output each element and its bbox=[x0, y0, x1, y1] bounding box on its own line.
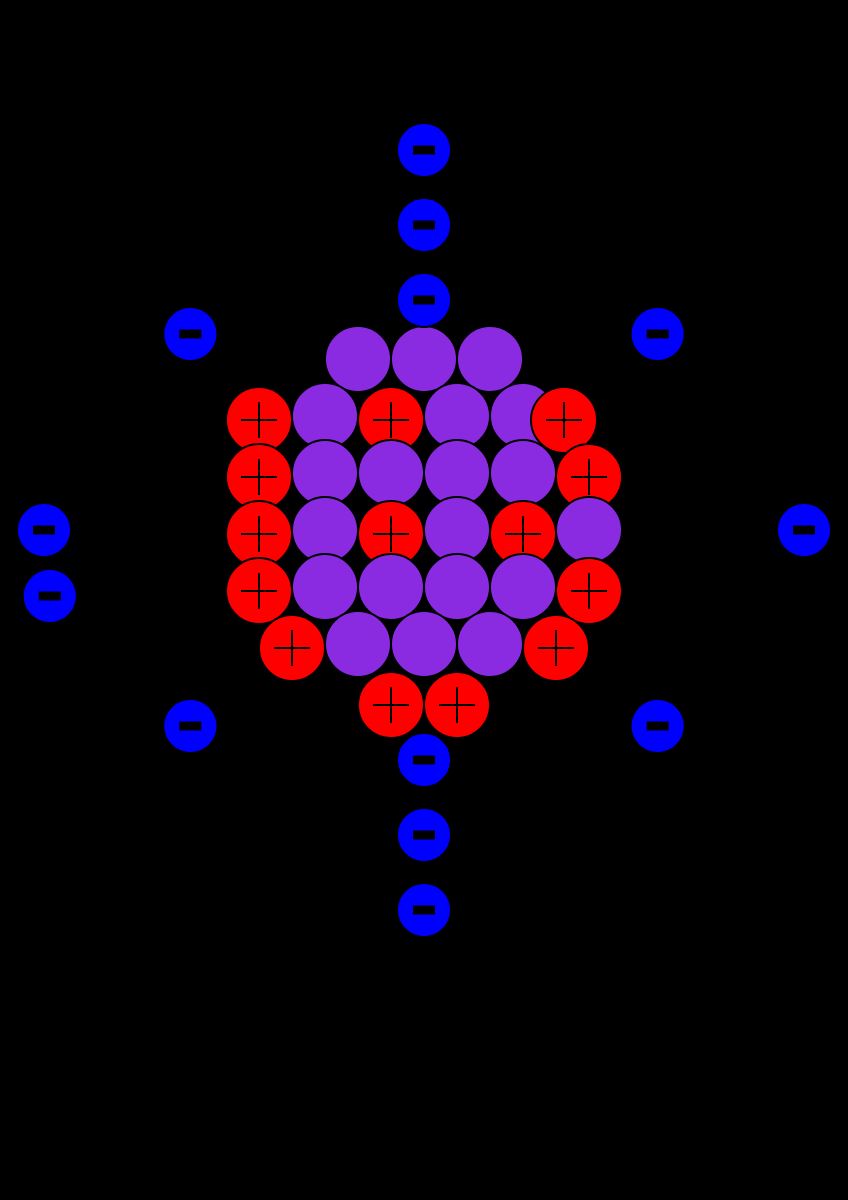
neutron bbox=[391, 326, 457, 392]
electron bbox=[163, 699, 217, 753]
neutron bbox=[556, 497, 622, 563]
neutron bbox=[391, 611, 457, 677]
electron bbox=[397, 733, 451, 787]
proton bbox=[358, 672, 424, 738]
proton bbox=[523, 615, 589, 681]
electron bbox=[163, 307, 217, 361]
neutron bbox=[424, 554, 490, 620]
neutron bbox=[325, 611, 391, 677]
proton bbox=[226, 558, 292, 624]
neutron bbox=[358, 440, 424, 506]
proton bbox=[259, 615, 325, 681]
electron bbox=[397, 273, 451, 327]
neutron bbox=[292, 554, 358, 620]
proton bbox=[424, 672, 490, 738]
electron bbox=[631, 307, 685, 361]
atom-diagram bbox=[0, 0, 848, 1200]
proton bbox=[556, 558, 622, 624]
electron bbox=[397, 123, 451, 177]
neutron bbox=[358, 554, 424, 620]
neutron bbox=[490, 440, 556, 506]
electron bbox=[397, 198, 451, 252]
electron bbox=[397, 808, 451, 862]
neutron bbox=[457, 611, 523, 677]
electron bbox=[631, 699, 685, 753]
electron bbox=[17, 503, 71, 557]
electron bbox=[397, 883, 451, 937]
neutron bbox=[490, 554, 556, 620]
electron bbox=[777, 503, 831, 557]
neutron bbox=[325, 326, 391, 392]
neutron bbox=[457, 326, 523, 392]
electron bbox=[23, 569, 77, 623]
